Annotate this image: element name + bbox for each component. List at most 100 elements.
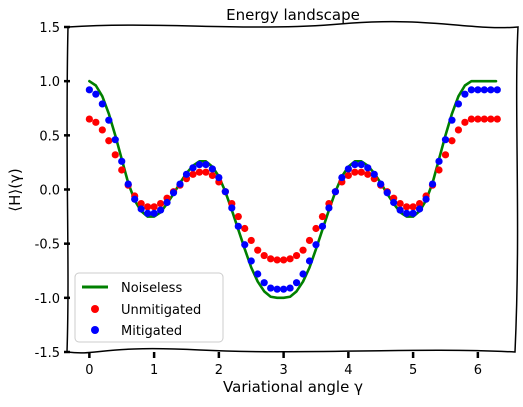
- data-point-unmitigated: [474, 115, 482, 123]
- data-point-mitigated: [169, 189, 178, 197]
- data-point-unmitigated: [92, 118, 100, 126]
- data-point-unmitigated: [357, 168, 365, 176]
- data-point-mitigated: [150, 209, 158, 217]
- data-point-mitigated: [131, 195, 139, 203]
- data-point-unmitigated: [318, 212, 327, 221]
- data-point-mitigated: [267, 284, 275, 292]
- y-tick-label: -0.5: [35, 238, 60, 253]
- data-point-unmitigated: [480, 115, 488, 123]
- data-point-mitigated: [493, 86, 501, 94]
- data-point-mitigated: [312, 241, 320, 249]
- data-point-mitigated: [377, 180, 385, 188]
- y-tick-label: -1.5: [35, 346, 60, 361]
- legend-label-mitigated: Mitigated: [121, 324, 182, 339]
- data-point-mitigated: [92, 90, 100, 98]
- data-point-mitigated: [228, 204, 236, 212]
- data-point-unmitigated: [461, 118, 469, 126]
- data-point-mitigated: [124, 180, 132, 188]
- data-point-unmitigated: [403, 203, 411, 211]
- data-point-mitigated: [351, 160, 359, 169]
- data-point-unmitigated: [137, 199, 145, 208]
- data-point-mitigated: [234, 222, 242, 230]
- data-point-unmitigated: [280, 256, 288, 264]
- data-point-mitigated: [241, 241, 249, 249]
- data-point-mitigated: [422, 195, 430, 203]
- plot-border: [66, 20, 519, 354]
- series-line-noiseless: [88, 79, 498, 300]
- data-point-mitigated: [299, 270, 307, 278]
- data-point-unmitigated: [118, 166, 126, 174]
- data-point-mitigated: [480, 86, 488, 94]
- data-point-unmitigated: [467, 115, 475, 123]
- data-point-mitigated: [105, 116, 113, 124]
- data-point-mitigated: [409, 209, 417, 217]
- y-tick-label: 0.5: [39, 129, 60, 144]
- data-point-mitigated: [415, 205, 424, 213]
- data-point-mitigated: [85, 86, 93, 94]
- data-point-unmitigated: [150, 203, 158, 211]
- data-point-mitigated: [273, 285, 281, 293]
- data-point-unmitigated: [493, 115, 501, 123]
- x-tick-label: 2: [215, 363, 223, 378]
- data-point-mitigated: [318, 222, 327, 230]
- data-point-unmitigated: [351, 168, 359, 176]
- data-point-unmitigated: [241, 224, 249, 233]
- legend-swatch-unmitigated: [91, 305, 99, 313]
- legend-label-unmitigated: Unmitigated: [121, 303, 201, 318]
- data-point-mitigated: [396, 206, 404, 214]
- data-point-mitigated: [163, 198, 171, 207]
- y-tick-label: 0.0: [39, 184, 60, 199]
- data-point-unmitigated: [286, 255, 294, 263]
- data-point-mitigated: [448, 116, 456, 124]
- data-point-unmitigated: [305, 236, 314, 245]
- data-point-unmitigated: [396, 199, 404, 208]
- y-tick-label: 1.0: [39, 75, 60, 90]
- data-point-unmitigated: [111, 151, 119, 159]
- x-tick-label: 6: [474, 363, 482, 378]
- data-point-mitigated: [403, 209, 411, 217]
- data-point-mitigated: [487, 86, 495, 94]
- data-point-mitigated: [195, 160, 204, 169]
- x-tick-label: 5: [409, 363, 417, 378]
- data-point-mitigated: [202, 160, 210, 169]
- data-point-mitigated: [156, 206, 165, 214]
- x-axis-label: Variational angle γ: [223, 378, 363, 396]
- series-layer: [85, 79, 501, 300]
- data-point-mitigated: [144, 209, 152, 217]
- data-point-mitigated: [467, 86, 475, 94]
- data-point-unmitigated: [234, 212, 242, 221]
- data-point-unmitigated: [144, 203, 152, 211]
- data-point-unmitigated: [312, 224, 320, 233]
- data-point-unmitigated: [415, 199, 424, 208]
- data-point-mitigated: [370, 170, 378, 178]
- data-point-unmitigated: [189, 170, 197, 178]
- plot-frame: [66, 20, 519, 354]
- x-tick-label: 1: [150, 363, 158, 378]
- data-point-unmitigated: [208, 171, 216, 180]
- data-point-unmitigated: [448, 137, 456, 145]
- data-point-unmitigated: [202, 168, 210, 176]
- data-point-mitigated: [435, 157, 443, 165]
- data-point-mitigated: [286, 284, 294, 292]
- data-point-unmitigated: [435, 166, 443, 174]
- data-point-mitigated: [474, 86, 482, 94]
- legend: Noiseless Unmitigated Mitigated: [74, 272, 224, 343]
- data-point-mitigated: [461, 90, 469, 98]
- data-point-unmitigated: [273, 256, 281, 264]
- data-point-unmitigated: [344, 171, 352, 180]
- data-point-mitigated: [428, 180, 437, 188]
- data-point-mitigated: [331, 188, 340, 196]
- data-point-unmitigated: [254, 246, 262, 254]
- data-point-unmitigated: [98, 126, 106, 134]
- data-point-unmitigated: [105, 137, 113, 145]
- data-point-unmitigated: [260, 251, 268, 260]
- data-point-mitigated: [260, 279, 268, 287]
- x-tick-label: 3: [279, 363, 287, 378]
- x-tick-label: 0: [85, 363, 93, 378]
- data-point-mitigated: [390, 198, 398, 207]
- data-point-mitigated: [325, 204, 333, 212]
- data-point-mitigated: [357, 160, 365, 169]
- data-point-mitigated: [280, 285, 288, 293]
- data-point-mitigated: [137, 205, 145, 213]
